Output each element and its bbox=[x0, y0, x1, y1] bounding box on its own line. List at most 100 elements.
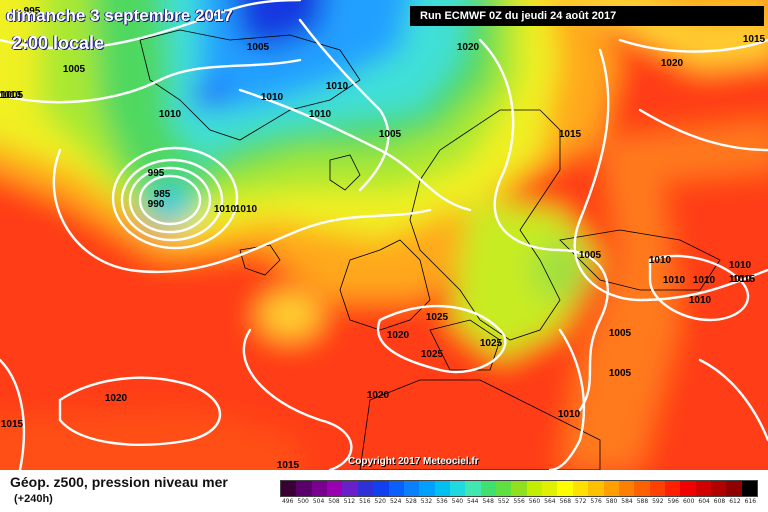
isobar-label: 1025 bbox=[480, 338, 503, 349]
scale-tick: 596 bbox=[667, 498, 679, 505]
scale-tick: 544 bbox=[467, 498, 479, 505]
scale-tick: 576 bbox=[590, 498, 602, 505]
forecast-date: dimanche 3 septembre 2017 bbox=[6, 6, 233, 25]
isobar-label: 1020 bbox=[105, 393, 128, 404]
scale-tick: 584 bbox=[621, 498, 633, 505]
scale-swatch bbox=[741, 481, 758, 496]
scale-swatch bbox=[542, 481, 558, 496]
isobar-label: 1010 bbox=[0, 90, 22, 101]
scale-tick: 560 bbox=[528, 498, 541, 505]
scale-swatch bbox=[726, 481, 742, 496]
isobar-label: 1005 bbox=[247, 42, 270, 53]
scale-swatch bbox=[526, 481, 543, 496]
scale-tick: 568 bbox=[559, 498, 572, 505]
scale-swatch bbox=[449, 481, 466, 496]
scale-tick: 504 bbox=[312, 498, 325, 505]
scale-tick: 616 bbox=[744, 498, 757, 505]
scale-swatch bbox=[419, 481, 435, 496]
scale-swatch bbox=[388, 481, 404, 496]
scale-tick: 532 bbox=[420, 498, 433, 505]
isobar-label: 1010 bbox=[689, 295, 712, 306]
scale-tick: 528 bbox=[405, 498, 417, 505]
isobar-label: 1010 bbox=[693, 275, 716, 286]
scale-tick: 556 bbox=[513, 498, 525, 505]
weather-map: 995 1005 1005 1005 1010 1010 1010 1010 1… bbox=[0, 0, 768, 470]
scale-tick: 612 bbox=[729, 498, 741, 505]
scale-swatch bbox=[373, 481, 389, 496]
scale-swatch bbox=[511, 481, 527, 496]
scale-tick: 572 bbox=[575, 498, 587, 505]
scale-tick: 496 bbox=[281, 498, 294, 505]
isobar-label: 1015 bbox=[559, 129, 582, 140]
scale-swatch bbox=[327, 481, 343, 496]
scale-tick: 536 bbox=[436, 498, 448, 505]
isobar-label: 1005 bbox=[609, 328, 632, 339]
scale-swatch bbox=[296, 481, 312, 496]
copyright: Copyright 2017 Meteociel.fr bbox=[348, 456, 479, 467]
scale-swatch bbox=[711, 481, 727, 496]
scale-tick: 512 bbox=[343, 498, 356, 505]
isobars bbox=[0, 0, 768, 470]
isobar-label: 1025 bbox=[421, 349, 444, 360]
isobar-label: 1020 bbox=[387, 330, 410, 341]
isobar-label: 995 bbox=[24, 6, 41, 17]
scale-swatch bbox=[434, 481, 450, 496]
isobar-label: 1005 bbox=[579, 250, 602, 261]
isobar-labels: 995 1005 1005 1005 1010 1010 1010 1010 1… bbox=[0, 6, 766, 470]
scale-tick: 516 bbox=[359, 498, 371, 505]
isobar-label: 1015 bbox=[1, 419, 24, 430]
scale-swatch bbox=[649, 481, 665, 496]
isobar-label: 995 bbox=[148, 168, 165, 179]
isobar-label: 1020 bbox=[661, 58, 684, 69]
scale-tick: 548 bbox=[482, 498, 494, 505]
scale-swatch bbox=[695, 481, 712, 496]
isobar-label: 1010 bbox=[326, 81, 349, 92]
isobar-label: 1015 bbox=[743, 34, 766, 45]
isobar-label: 990 bbox=[148, 199, 165, 210]
scale-tick: 524 bbox=[389, 498, 402, 505]
scale-swatch bbox=[465, 481, 481, 496]
isobar-label: 1010 bbox=[159, 109, 182, 120]
scale-swatch bbox=[603, 481, 619, 496]
scale-swatch bbox=[403, 481, 420, 496]
color-scale: 496 500 504 508 512 516 520 524 528 532 536 540 544 5… bbox=[280, 480, 758, 506]
isobar-label: 1005 bbox=[1, 90, 24, 101]
isobar-label: 1005 bbox=[379, 129, 402, 140]
isobar-label: 985 bbox=[154, 189, 171, 200]
scale-swatch bbox=[311, 481, 328, 496]
scale-tick: 600 bbox=[682, 498, 695, 505]
scale-tick: 500 bbox=[297, 498, 309, 505]
scale-swatch bbox=[664, 481, 681, 496]
scale-tick: 580 bbox=[605, 498, 618, 505]
geopotential-field bbox=[0, 0, 768, 470]
scale-swatch bbox=[480, 481, 497, 496]
scale-swatches bbox=[280, 480, 758, 497]
scale-swatch bbox=[357, 481, 374, 496]
scale-tick: 520 bbox=[374, 498, 386, 505]
isobar-label: 1025 bbox=[426, 312, 449, 323]
scale-tick: 608 bbox=[713, 498, 726, 505]
isobar-label: 1010 bbox=[214, 204, 237, 215]
isobar-label: 1015 bbox=[277, 460, 300, 470]
scale-swatch bbox=[680, 481, 696, 496]
scale-tick: 564 bbox=[544, 498, 556, 505]
isobar-label: 1010 bbox=[235, 204, 258, 215]
scale-tick: 540 bbox=[451, 498, 464, 505]
scale-swatch bbox=[618, 481, 635, 496]
forecast-lead: (+240h) bbox=[14, 493, 53, 505]
scale-swatch bbox=[572, 481, 589, 496]
scale-swatch bbox=[496, 481, 512, 496]
isobar-label: 1010 bbox=[729, 260, 752, 271]
isobar-label: 1010 bbox=[729, 274, 752, 285]
scale-swatch bbox=[634, 481, 650, 496]
isobar-label: 1010 bbox=[309, 109, 332, 120]
scale-tick: 588 bbox=[636, 498, 649, 505]
isobar-label: 1015 bbox=[733, 274, 756, 285]
isobar-label: 1005 bbox=[63, 64, 86, 75]
scale-tick: 604 bbox=[698, 498, 710, 505]
scale-ticks: 496 500 504 508 512 516 520 524 528 532 536 540 544 5… bbox=[280, 498, 758, 505]
scale-tick: 508 bbox=[328, 498, 340, 505]
isobar-label: 1010 bbox=[558, 409, 581, 420]
scale-swatch bbox=[281, 481, 297, 496]
scale-swatch bbox=[557, 481, 573, 496]
